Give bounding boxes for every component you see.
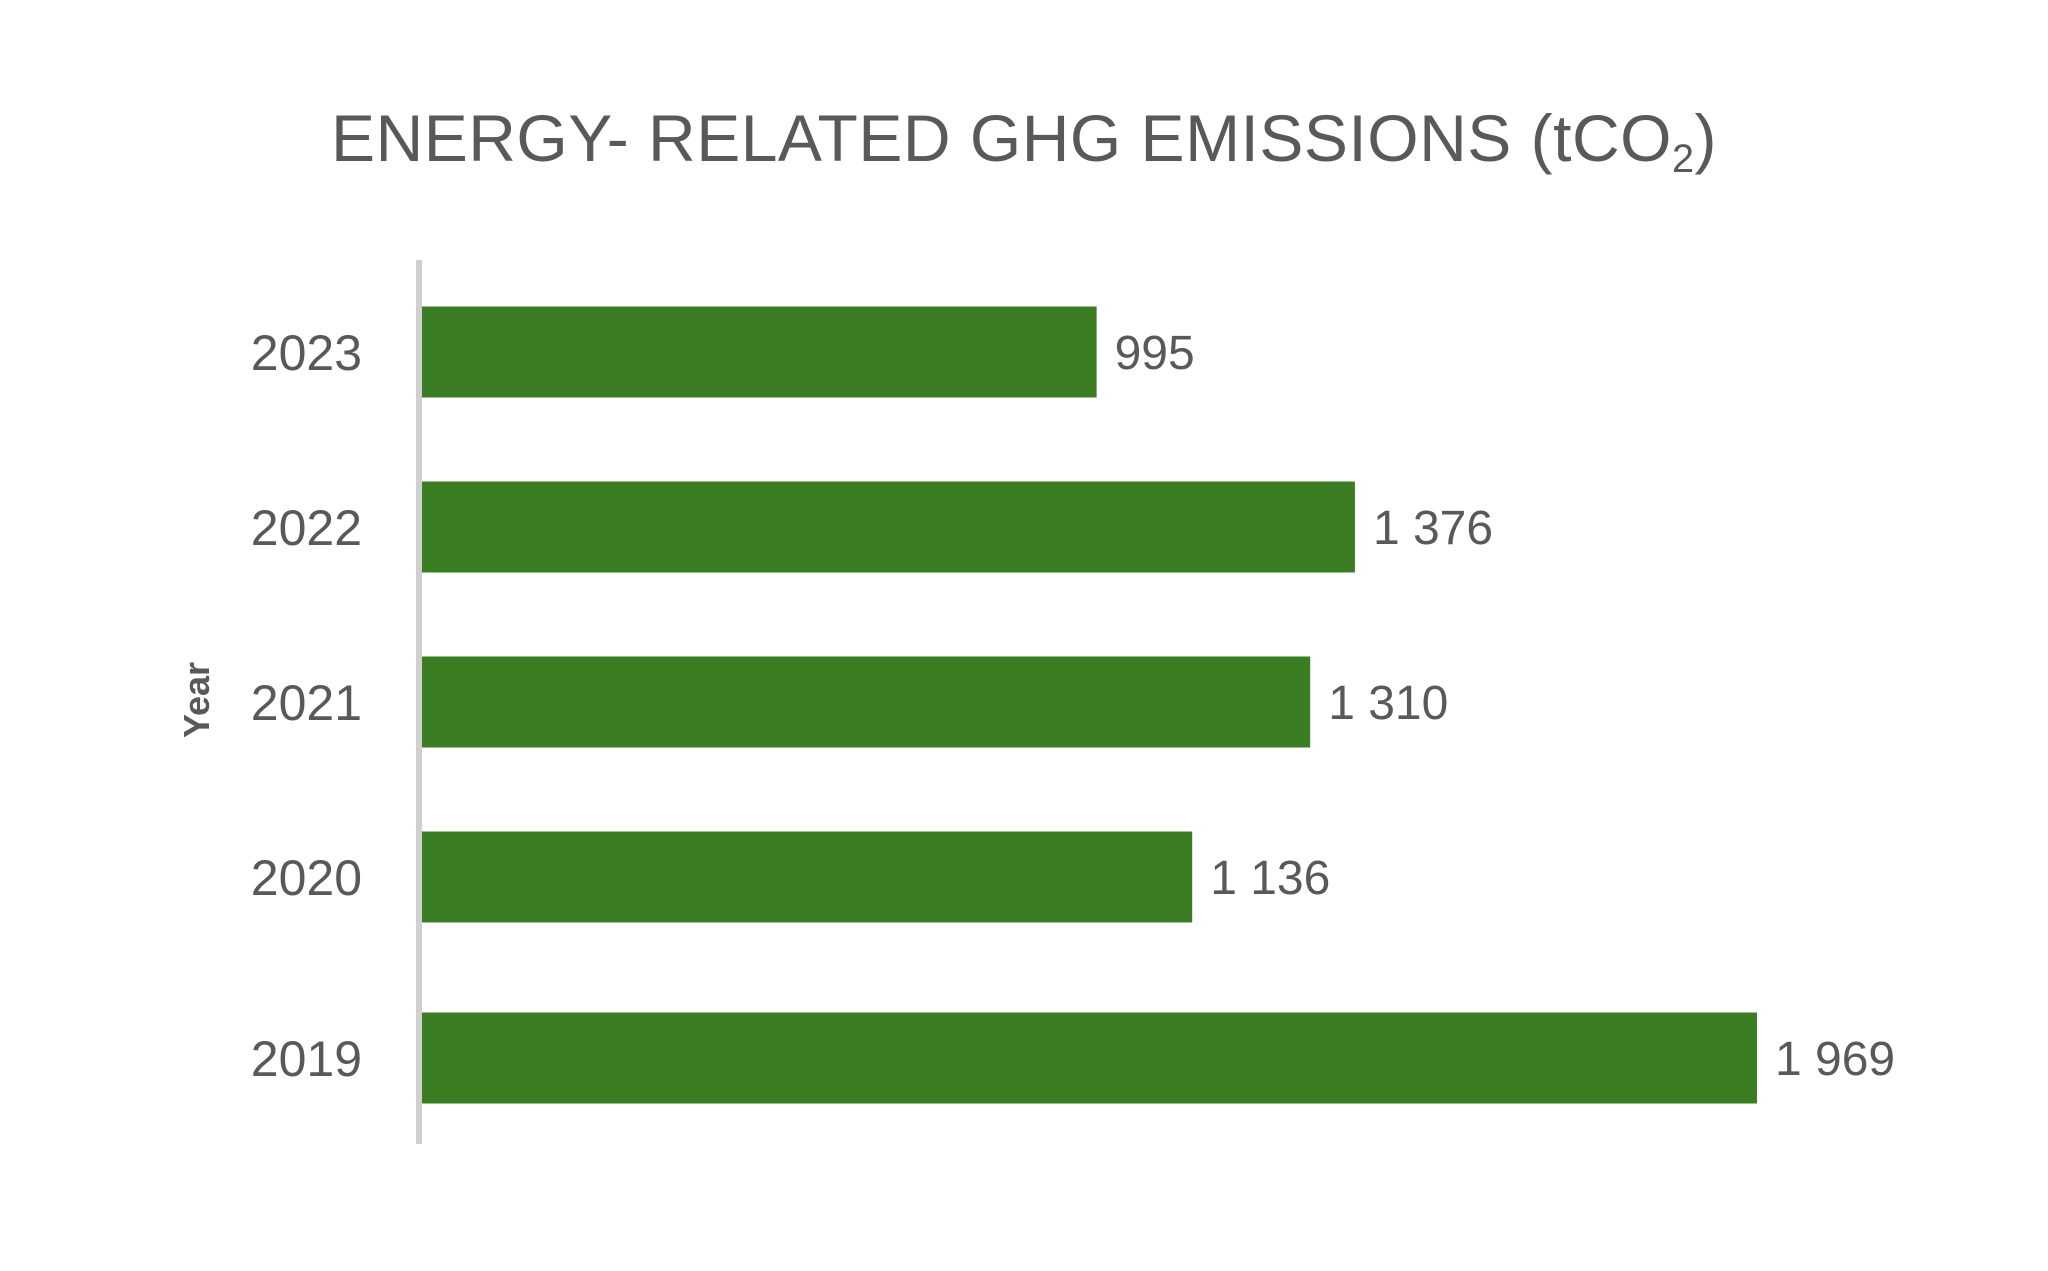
tick-label-2023: 2023 xyxy=(251,325,362,381)
tick-label-2020: 2020 xyxy=(251,850,362,906)
bars-group xyxy=(422,306,1757,1104)
y-axis-title: Year xyxy=(176,662,217,738)
bar-2022 xyxy=(422,481,1355,573)
bar-2021 xyxy=(422,656,1311,748)
chart-title-main: ENERGY- RELATED GHG EMISSIONS (tCO xyxy=(331,101,1672,175)
tick-label-2021: 2021 xyxy=(251,675,362,731)
data-label-2019: 1 969 xyxy=(1775,1033,1895,1086)
data-label-2020: 1 136 xyxy=(1210,852,1330,905)
data-labels-group: 995 1 376 1 310 1 136 1 969 xyxy=(1115,327,1896,1086)
category-axis-labels: 2023 2022 2021 2020 2019 xyxy=(251,325,362,1087)
bar-2020 xyxy=(422,831,1193,923)
chart-title: ENERGY- RELATED GHG EMISSIONS (tCO2) xyxy=(0,100,2048,182)
data-label-2023: 995 xyxy=(1115,327,1195,380)
data-label-2021: 1 310 xyxy=(1328,677,1448,730)
data-label-2022: 1 376 xyxy=(1373,502,1493,555)
chart-title-subscript: 2 xyxy=(1671,137,1695,182)
bar-2019 xyxy=(422,1012,1757,1104)
tick-label-2019: 2019 xyxy=(251,1031,362,1087)
tick-label-2022: 2022 xyxy=(251,500,362,556)
chart-title-end: ) xyxy=(1694,101,1717,175)
bar-2023 xyxy=(422,306,1097,398)
